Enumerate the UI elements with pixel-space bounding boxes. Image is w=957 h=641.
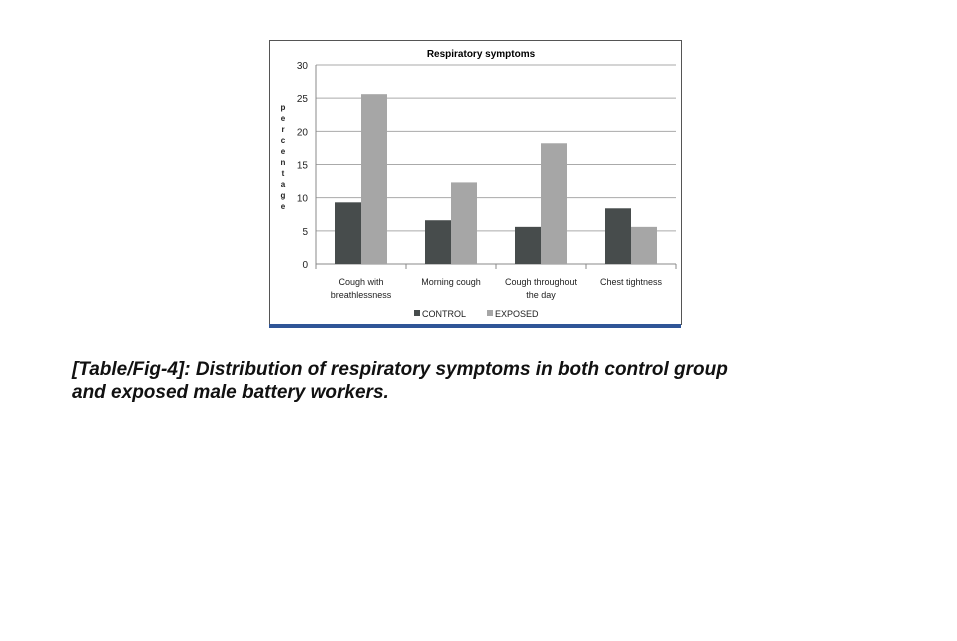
x-tick-label: Chest tightness xyxy=(600,277,663,287)
x-tick-label: Cough throughout xyxy=(505,277,578,287)
bar-exposed xyxy=(361,94,387,264)
y-axis-label-letter: c xyxy=(281,136,286,145)
bar-control xyxy=(425,220,451,264)
figure-caption: [Table/Fig-4]: Distribution of respirato… xyxy=(72,358,892,404)
caption-line-1: [Table/Fig-4]: Distribution of respirato… xyxy=(72,359,728,380)
legend-swatch-control xyxy=(414,310,420,316)
bar-exposed xyxy=(451,182,477,264)
x-tick-label: the day xyxy=(526,290,556,300)
y-tick-label: 10 xyxy=(297,194,309,205)
y-axis-label-letter: r xyxy=(281,125,284,134)
y-axis-label-letter: e xyxy=(281,202,286,211)
chart-title: Respiratory symptoms xyxy=(427,49,536,60)
y-tick-label: 20 xyxy=(297,127,309,138)
y-tick-label: 15 xyxy=(297,161,309,172)
bar-exposed xyxy=(631,226,657,264)
x-tick-label: Cough with xyxy=(338,277,383,287)
bar-control xyxy=(335,202,361,264)
y-tick-label: 5 xyxy=(302,227,308,238)
y-tick-label: 25 xyxy=(297,94,309,105)
y-axis-label-letter: a xyxy=(281,180,286,189)
x-tick-label: Morning cough xyxy=(421,277,481,287)
y-axis-label-letter: e xyxy=(281,147,286,156)
y-axis-label-letter: e xyxy=(281,114,286,123)
bar-control xyxy=(515,226,541,264)
legend-swatch-exposed xyxy=(487,310,493,316)
chart-bottom-border xyxy=(269,324,681,328)
y-tick-label: 0 xyxy=(302,260,308,271)
x-tick-label: breathlessness xyxy=(331,290,392,300)
y-tick-label: 30 xyxy=(297,61,309,72)
y-axis-label-letter: t xyxy=(282,169,285,178)
bar-exposed xyxy=(541,143,567,264)
bar-control xyxy=(605,208,631,264)
y-axis-label-letter: g xyxy=(281,191,286,200)
y-axis-label-letter: n xyxy=(281,158,286,167)
y-axis-label-letter: p xyxy=(281,103,286,112)
legend-label-exposed: EXPOSED xyxy=(495,309,539,319)
legend-label-control: CONTROL xyxy=(422,309,466,319)
caption-line-2: and exposed male battery workers. xyxy=(72,382,389,403)
